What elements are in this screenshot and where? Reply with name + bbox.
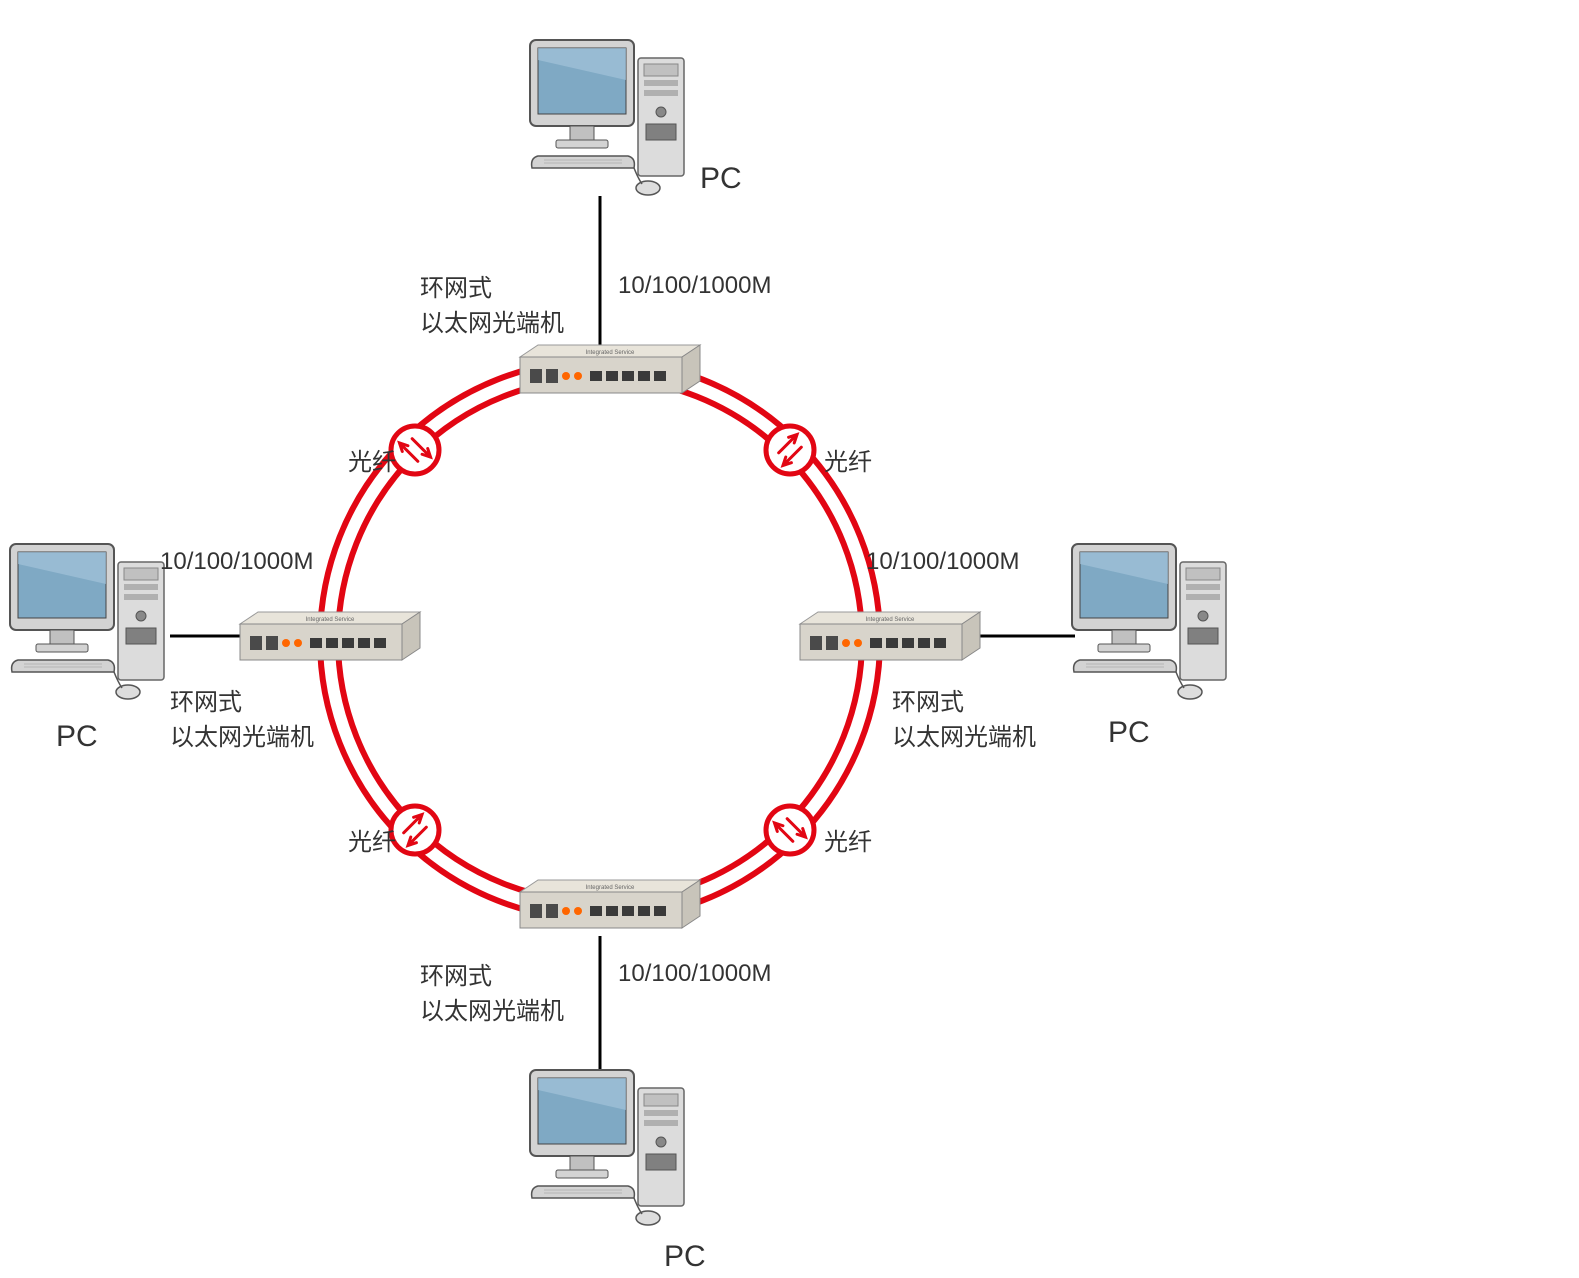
optical-switch-icon bbox=[520, 345, 700, 393]
pc-icon bbox=[1072, 544, 1226, 699]
pc-icon bbox=[530, 1070, 684, 1225]
optical-switch-icon bbox=[800, 612, 980, 660]
pc-label: PC bbox=[700, 162, 742, 196]
fiber-label: 光纤 bbox=[348, 442, 396, 477]
link-speed-label: 10/100/1000M bbox=[866, 548, 1019, 576]
fiber-marker-icon bbox=[756, 416, 824, 484]
fiber-label: 光纤 bbox=[348, 822, 396, 857]
device-label: 环网式 以太网光端机 bbox=[892, 682, 1036, 752]
link-speed-label: 10/100/1000M bbox=[618, 272, 771, 300]
device-label: 环网式 以太网光端机 bbox=[420, 956, 564, 1026]
pc-icon bbox=[10, 544, 164, 699]
optical-switch-icon bbox=[520, 880, 700, 928]
fiber-label: 光纤 bbox=[824, 822, 872, 857]
device-label: 环网式 以太网光端机 bbox=[170, 682, 314, 752]
pc-label: PC bbox=[56, 720, 98, 754]
device-label: 环网式 以太网光端机 bbox=[420, 268, 564, 338]
pc-icon bbox=[530, 40, 684, 195]
pc-label: PC bbox=[1108, 716, 1150, 750]
fiber-marker-icon bbox=[756, 796, 824, 864]
link-speed-label: 10/100/1000M bbox=[618, 960, 771, 988]
network-diagram: Integrated Service bbox=[0, 0, 1579, 1278]
fiber-label: 光纤 bbox=[824, 442, 872, 477]
optical-switch-icon bbox=[240, 612, 420, 660]
pc-label: PC bbox=[664, 1240, 706, 1274]
link-speed-label: 10/100/1000M bbox=[160, 548, 313, 576]
